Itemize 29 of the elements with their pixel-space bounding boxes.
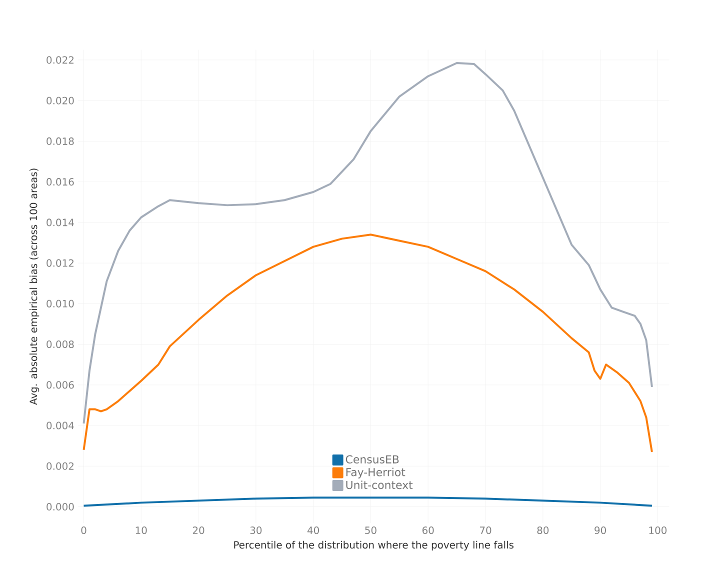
y-tick-label: 0.018 bbox=[46, 137, 74, 145]
legend-label: CensusEB bbox=[346, 455, 399, 464]
y-tick-label: 0.012 bbox=[46, 259, 74, 267]
y-tick-label: 0.006 bbox=[46, 381, 74, 389]
legend-label: Fay-Herriot bbox=[346, 468, 406, 478]
y-tick-label: 0.010 bbox=[46, 300, 74, 308]
x-tick-label: 10 bbox=[136, 526, 147, 534]
x-tick-label: 70 bbox=[480, 526, 492, 534]
x-tick-label: 40 bbox=[307, 526, 320, 534]
y-tick-label: 0.022 bbox=[46, 56, 74, 64]
x-tick-label: 60 bbox=[422, 526, 434, 534]
y-axis-title: Avg. absolute empirical bias (across 100 areas) bbox=[29, 168, 40, 405]
y-tick-label: 0.008 bbox=[46, 340, 74, 348]
y-tick-label: 0.020 bbox=[46, 96, 74, 104]
x-tick-label: 30 bbox=[250, 526, 262, 534]
x-tick-label: 0 bbox=[81, 526, 86, 534]
x-tick-label: 90 bbox=[594, 526, 606, 534]
x-tick-label: 80 bbox=[537, 526, 549, 534]
line-series bbox=[82, 62, 653, 424]
y-tick-label: 0.000 bbox=[46, 502, 74, 511]
x-tick-label: 100 bbox=[649, 526, 667, 534]
legend-label: Unit-context bbox=[346, 480, 413, 490]
y-tick-label: 0.014 bbox=[46, 218, 74, 226]
y-tick-label: 0.016 bbox=[46, 178, 74, 186]
y-tick-label: 0.002 bbox=[46, 462, 74, 470]
x-axis-title: Percentile of the distribution where the poverty line falls bbox=[234, 540, 514, 551]
x-tick-label: 50 bbox=[365, 526, 376, 534]
y-tick-label: 0.004 bbox=[46, 422, 74, 430]
x-tick-label: 20 bbox=[192, 526, 204, 534]
